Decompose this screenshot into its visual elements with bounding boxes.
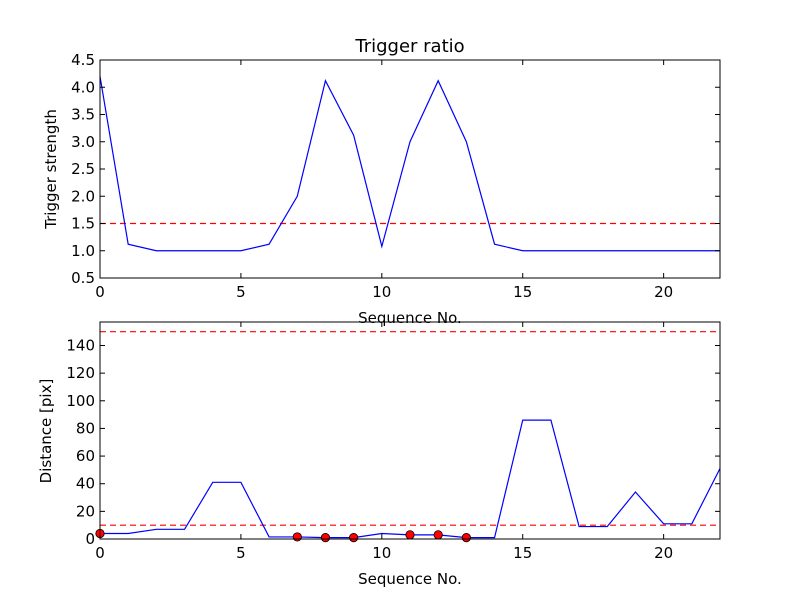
x-axis-label: Sequence No. bbox=[358, 309, 462, 327]
x-tick-label: 15 bbox=[513, 544, 532, 562]
data-point-marker bbox=[349, 533, 359, 543]
y-tick-label: 60 bbox=[76, 447, 95, 465]
y-tick-label: 1.0 bbox=[71, 242, 95, 260]
data-point-marker bbox=[292, 532, 302, 542]
x-tick-label: 5 bbox=[236, 283, 246, 301]
x-axis-label: Sequence No. bbox=[358, 570, 462, 588]
data-point-marker bbox=[433, 530, 443, 540]
y-axis-label: Distance [pix] bbox=[37, 379, 55, 484]
y-tick-label: 80 bbox=[76, 419, 95, 437]
x-tick-label: 5 bbox=[236, 544, 246, 562]
y-axis-label: Trigger strength bbox=[42, 109, 60, 230]
x-tick-label: 20 bbox=[654, 544, 673, 562]
y-tick-label: 4.5 bbox=[71, 51, 95, 69]
chart-title: Trigger ratio bbox=[354, 36, 464, 57]
x-tick-label: 10 bbox=[372, 283, 391, 301]
data-point-marker bbox=[405, 530, 415, 540]
y-tick-label: 100 bbox=[66, 392, 95, 410]
chart-trigger-ratio: Trigger ratio 0 5 10 15 20 0.5 1.0 1.5 2.0 2.5 3.0… bbox=[42, 36, 721, 327]
x-tick-label: 15 bbox=[513, 283, 532, 301]
y-tick-label: 3.5 bbox=[71, 106, 95, 124]
x-tick-label: 0 bbox=[95, 544, 105, 562]
y-tick-label: 20 bbox=[76, 502, 95, 520]
y-tick-label: 2.0 bbox=[71, 187, 95, 205]
x-tick-label: 20 bbox=[654, 283, 673, 301]
x-tick-label: 0 bbox=[95, 283, 105, 301]
data-point-marker bbox=[461, 533, 471, 543]
y-tick-label: 40 bbox=[76, 475, 95, 493]
data-point-marker bbox=[320, 533, 331, 543]
y-tick-label: 4.0 bbox=[71, 78, 95, 96]
y-tick-label: 140 bbox=[66, 336, 95, 354]
y-tick-label: 2.5 bbox=[71, 160, 95, 178]
y-tick-label: 0 bbox=[85, 530, 95, 548]
x-tick-label: 10 bbox=[372, 544, 391, 562]
y-tick-label: 0.5 bbox=[71, 269, 95, 287]
y-tick-label: 1.5 bbox=[71, 215, 95, 233]
y-tick-label: 120 bbox=[66, 364, 95, 382]
y-tick-label: 3.0 bbox=[71, 133, 95, 151]
plot-area: 0 5 10 15 20 0.5 1.0 1.5 2.0 2.5 3.0 3.5 4.0 4.5 bbox=[71, 51, 721, 301]
series-line bbox=[99, 76, 720, 252]
axes-frame bbox=[99, 321, 721, 540]
plot-area: 0 5 10 15 20 0 20 40 60 80 100 120 140 bbox=[66, 321, 721, 562]
